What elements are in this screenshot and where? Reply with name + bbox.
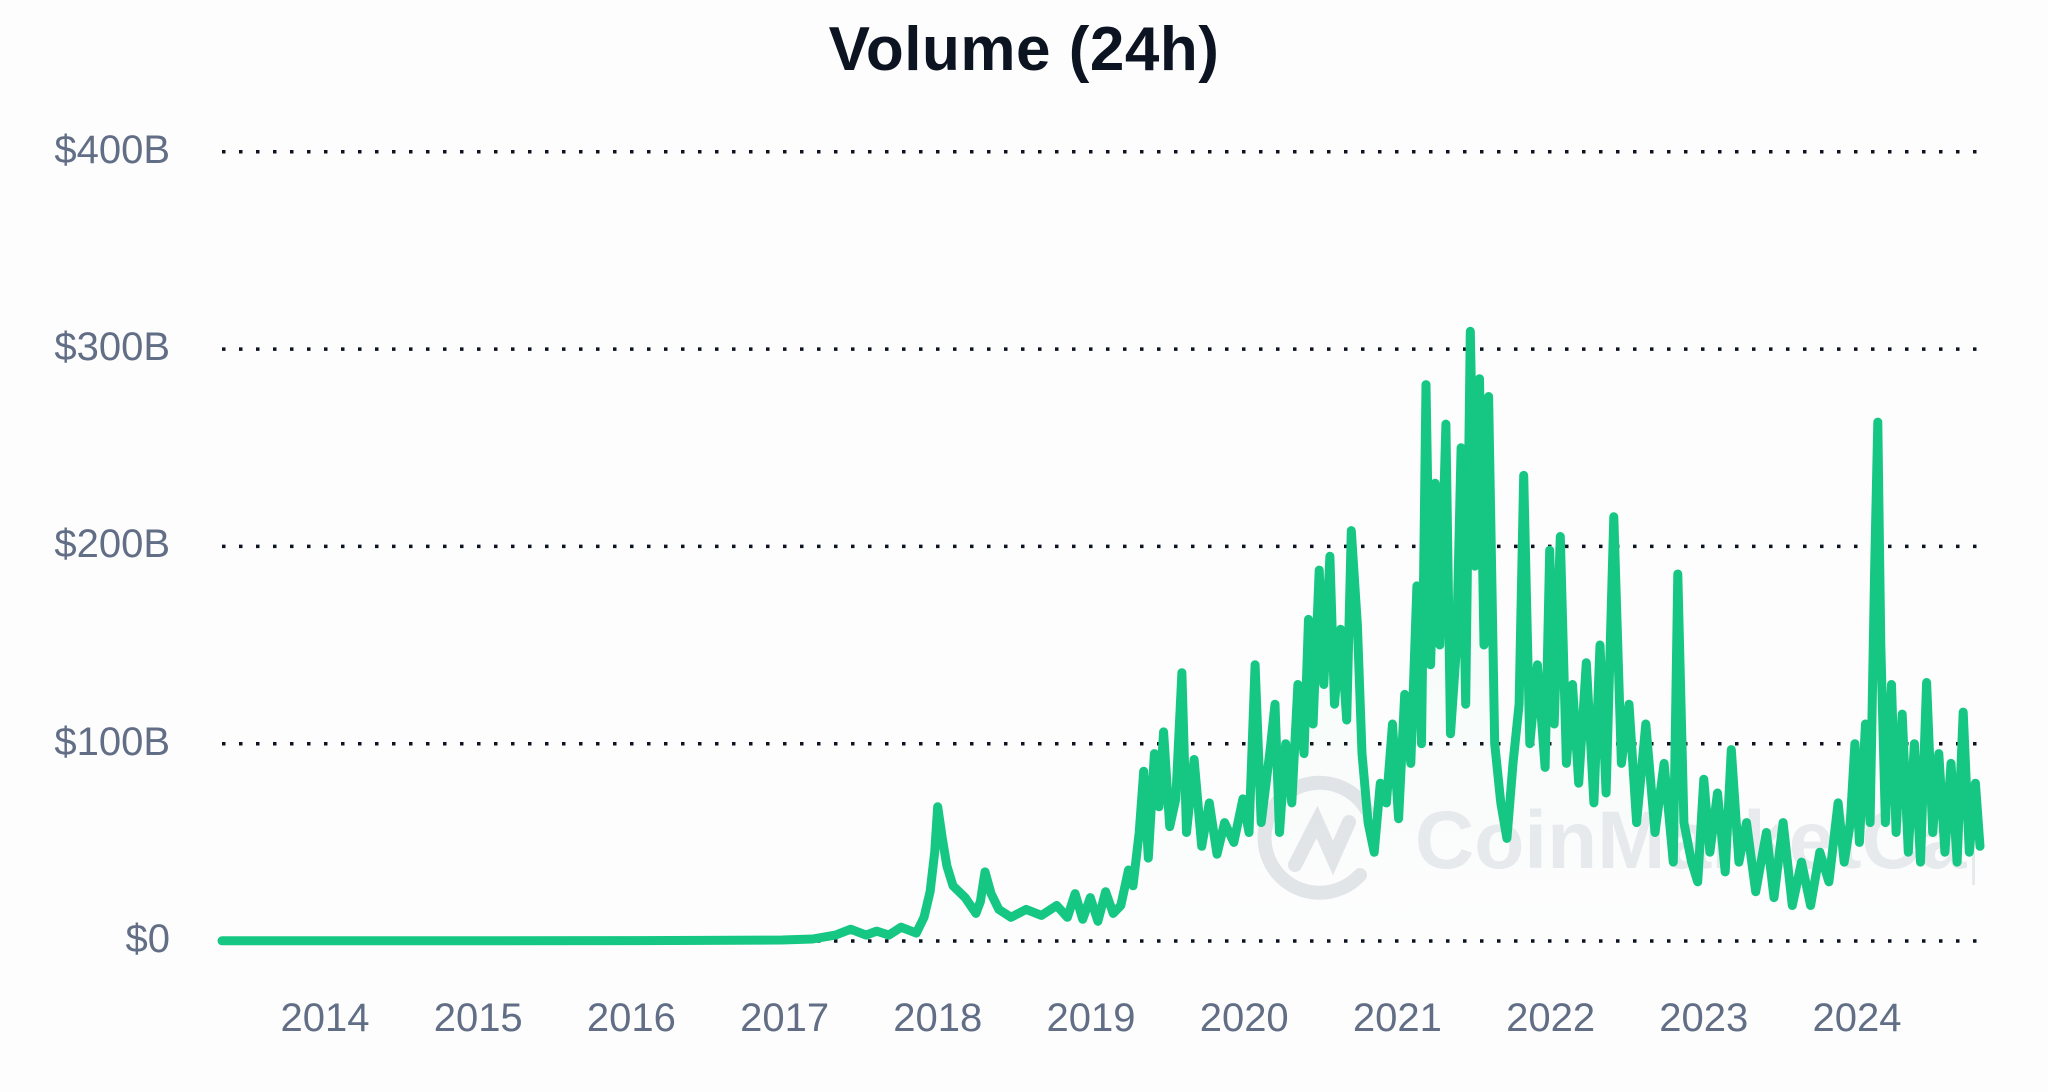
x-tick-label: 2016 [586,996,676,1040]
x-tick-label: 2023 [1659,996,1749,1040]
y-tick-label: $200B [54,522,170,567]
chart-title: Volume (24h) [828,15,1220,84]
x-tick-label: 2021 [1352,996,1442,1040]
y-tick-label: $0 [125,917,171,961]
x-tick-label: 2022 [1506,996,1596,1040]
x-tick-label: 2014 [280,996,370,1040]
volume-line [217,326,1985,946]
x-tick-label: 2015 [433,996,523,1040]
y-tick-label: $100B [54,719,170,764]
x-tick-label: 2017 [740,996,830,1040]
volume-area [222,331,1980,941]
y-tick-label: $300B [54,325,170,370]
x-tick-label: 2020 [1199,996,1289,1040]
x-tick-label: 2019 [1046,996,1136,1040]
y-tick-label: $400B [54,127,170,172]
x-tick-label: 2024 [1812,996,1902,1040]
x-tick-label: 2018 [893,996,983,1040]
